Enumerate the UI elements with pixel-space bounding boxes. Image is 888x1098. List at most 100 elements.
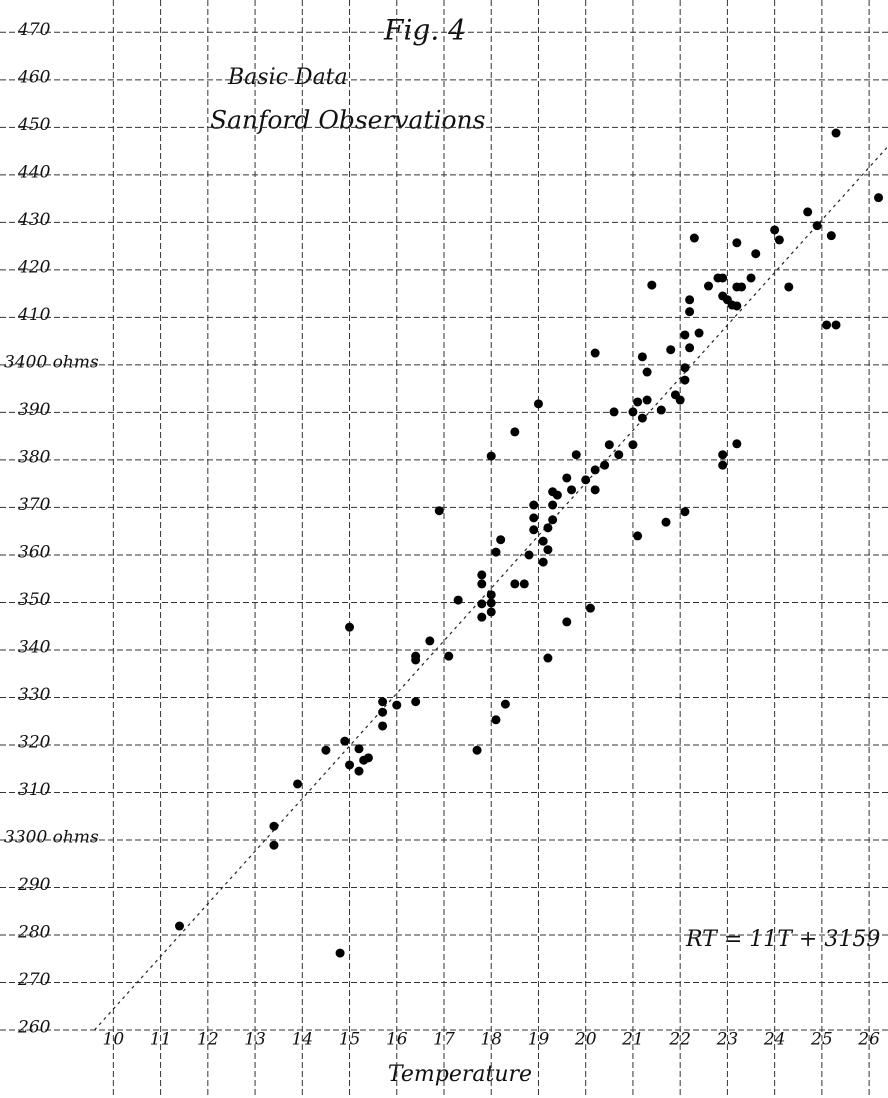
x-tick-label: 23 (716, 1030, 739, 1050)
data-point (661, 517, 671, 527)
data-point (538, 557, 548, 567)
y-tick-label: 280 (17, 923, 51, 943)
y-tick-label: 3400 ohms (4, 352, 99, 372)
y-tick-label: 390 (18, 400, 51, 420)
data-point (803, 207, 813, 217)
annotation: RT = 11T + 3159 (685, 927, 880, 952)
data-point (609, 407, 619, 417)
data-point (510, 427, 520, 437)
data-point (732, 238, 742, 248)
data-point (656, 405, 666, 415)
x-tick-label: 18 (480, 1030, 502, 1050)
trend-line (94, 145, 888, 1031)
data-point (529, 513, 539, 523)
x-tick-label: 11 (150, 1030, 172, 1050)
data-point (647, 280, 657, 290)
data-point (600, 460, 610, 470)
y-tick-label: 460 (17, 67, 51, 87)
data-point (529, 500, 539, 510)
data-point (680, 375, 690, 385)
x-tick-label: 16 (386, 1030, 408, 1050)
data-point (491, 547, 501, 557)
y-tick-label: 370 (18, 495, 51, 515)
y-tick-label: 420 (17, 257, 51, 277)
data-point (590, 465, 600, 475)
data-point (552, 490, 562, 500)
y-tick-label: 380 (18, 447, 51, 467)
x-tick-label: 19 (528, 1030, 550, 1050)
data-point (524, 550, 534, 560)
data-point (548, 515, 558, 525)
chart-subtitle: Sanford Observations (210, 106, 485, 135)
data-point (590, 485, 600, 495)
data-point (345, 760, 355, 770)
data-point (581, 475, 591, 485)
y-tick-label: 340 (18, 637, 51, 657)
y-tick-label: 430 (17, 210, 51, 230)
x-tick-label: 17 (433, 1030, 455, 1050)
data-point (694, 328, 704, 338)
data-point (496, 535, 506, 545)
data-point (633, 397, 643, 407)
data-point (491, 715, 501, 725)
y-tick-label: 310 (18, 780, 51, 800)
data-point (269, 840, 279, 850)
data-point (642, 395, 652, 405)
data-point (411, 697, 421, 707)
data-point (453, 595, 463, 605)
x-tick-label: 14 (291, 1030, 313, 1050)
data-point (680, 363, 690, 373)
chart-subtitle: Basic Data (227, 65, 348, 90)
y-tick-label: 470 (17, 20, 51, 40)
y-tick-label: 290 (17, 875, 51, 895)
x-tick-label: 22 (668, 1030, 691, 1050)
y-tick-label: 410 (17, 305, 51, 325)
y-tick-label: 3300 ohms (4, 828, 99, 848)
data-point (543, 653, 553, 663)
y-tick-label: 440 (17, 162, 51, 182)
data-point (685, 307, 695, 317)
data-point (345, 622, 355, 632)
data-point (486, 451, 496, 461)
data-point (477, 612, 487, 622)
chart-title: Fig. 4 (383, 14, 466, 47)
data-point (685, 343, 695, 353)
data-point (571, 450, 581, 460)
data-point (444, 651, 454, 661)
data-point (751, 249, 761, 259)
data-point (784, 282, 794, 292)
x-tick-label: 26 (857, 1030, 880, 1050)
data-point (533, 399, 543, 409)
data-point (378, 707, 388, 717)
x-tick-label: 25 (810, 1030, 833, 1050)
data-point (392, 700, 402, 710)
data-point (746, 273, 756, 283)
data-point (548, 500, 558, 510)
data-point (363, 753, 373, 763)
data-point (434, 506, 444, 516)
data-point (718, 273, 728, 283)
data-point (269, 821, 279, 831)
data-point (340, 736, 350, 746)
data-point (774, 235, 784, 245)
data-point (822, 320, 832, 330)
data-point (704, 281, 714, 291)
data-point (680, 507, 690, 517)
data-point (472, 745, 482, 755)
data-point (585, 603, 595, 613)
x-tick-label: 13 (244, 1030, 266, 1050)
data-point (685, 295, 695, 305)
x-tick-label: 20 (574, 1030, 597, 1050)
data-point (604, 440, 614, 450)
data-point (732, 439, 742, 449)
data-point (831, 128, 841, 138)
data-point (510, 579, 520, 589)
data-point (293, 779, 303, 789)
data-point (486, 607, 496, 617)
data-point (354, 744, 364, 754)
data-point (637, 352, 647, 362)
data-point (737, 282, 747, 292)
data-point (486, 598, 496, 608)
data-point (486, 590, 496, 600)
y-tick-label: 450 (17, 115, 51, 135)
